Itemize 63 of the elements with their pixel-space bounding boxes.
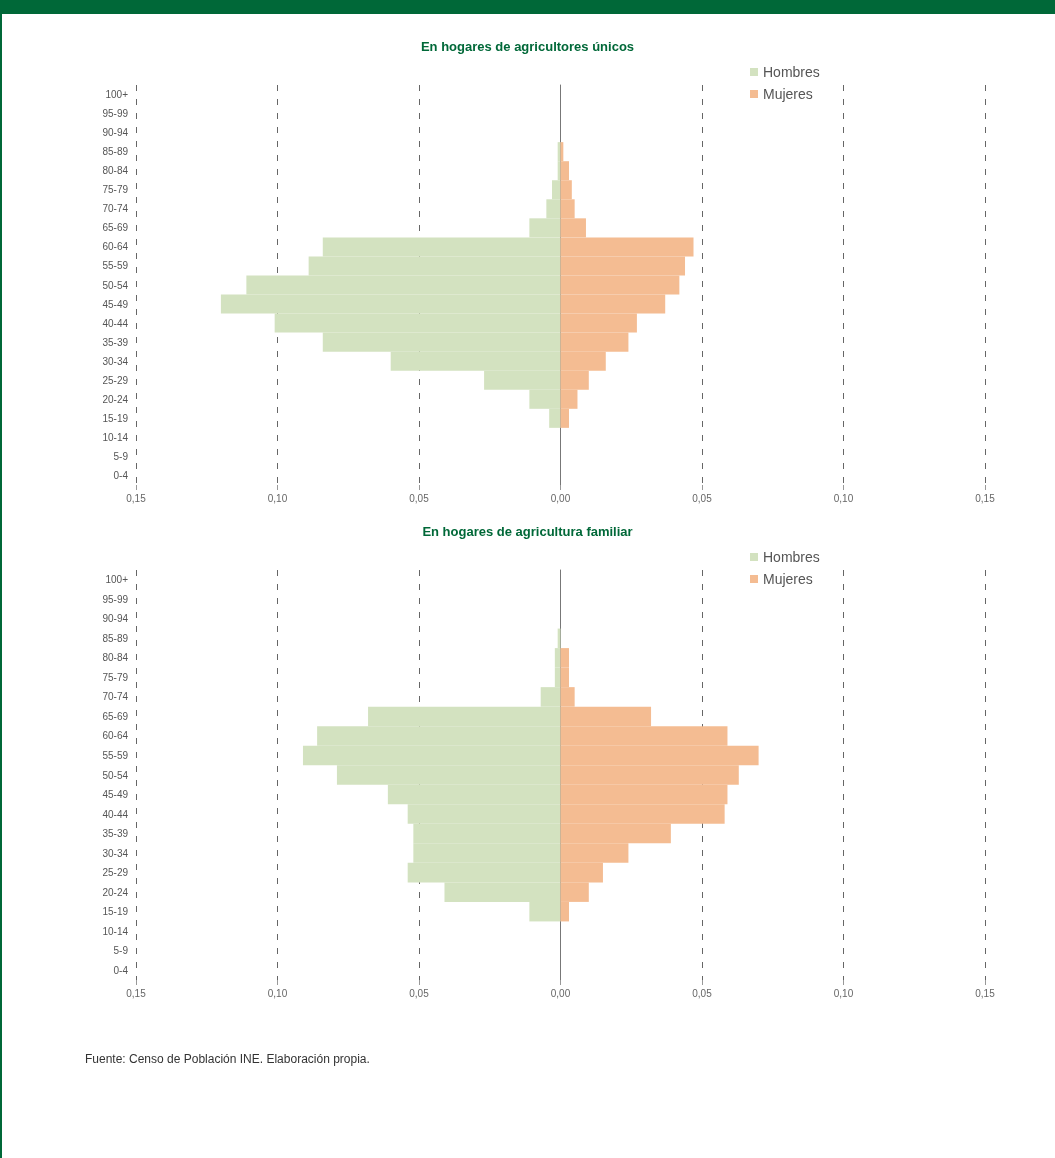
y-tick-label: 75-79 [102, 184, 129, 196]
y-tick-label: 50-54 [102, 769, 129, 781]
y-tick-label: 35-39 [102, 336, 129, 348]
chart-title: En hogares de agricultura familiar [422, 524, 633, 539]
y-tick-label: 15-19 [102, 906, 129, 918]
y-tick-label: 45-49 [102, 789, 129, 801]
y-tick-label: 20-24 [102, 393, 129, 405]
legend-label: Hombres [763, 549, 820, 565]
y-tick-label: 90-94 [102, 613, 129, 625]
x-tick-label: 0,00 [550, 492, 571, 504]
x-tick-label: 0,10 [267, 987, 288, 999]
x-tick-label: 0,15 [975, 987, 996, 999]
x-tick-label: 0,00 [550, 987, 571, 999]
x-tick-label: 0,05 [692, 987, 713, 999]
y-tick-label: 75-79 [102, 671, 129, 683]
legend-label: Mujeres [763, 86, 813, 102]
y-tick-label: 95-99 [102, 108, 129, 120]
y-tick-label: 55-59 [102, 749, 129, 761]
x-tick-label: 0,10 [833, 492, 854, 504]
y-tick-label: 25-29 [102, 867, 129, 879]
y-tick-label: 95-99 [102, 593, 129, 605]
y-tick-label: 25-29 [102, 374, 129, 386]
y-tick-label: 100+ [105, 574, 129, 586]
y-tick-label: 65-69 [102, 710, 129, 722]
y-tick-label: 15-19 [102, 412, 129, 424]
y-tick-label: 70-74 [102, 691, 129, 703]
y-tick-label: 50-54 [102, 279, 129, 291]
x-tick-label: 0,05 [409, 987, 430, 999]
legend-label: Mujeres [763, 571, 813, 587]
y-tick-label: 40-44 [102, 317, 129, 329]
y-tick-label: 55-59 [102, 260, 129, 272]
y-tick-label: 30-34 [102, 847, 129, 859]
x-tick-label: 0,05 [692, 492, 713, 504]
y-tick-label: 30-34 [102, 355, 129, 367]
y-tick-label: 85-89 [102, 146, 129, 158]
y-tick-label: 35-39 [102, 828, 129, 840]
y-tick-label: 10-14 [102, 925, 129, 937]
y-tick-label: 20-24 [102, 886, 129, 898]
y-tick-label: 80-84 [102, 652, 129, 664]
x-tick-label: 0,15 [126, 987, 147, 999]
y-tick-label: 40-44 [102, 808, 129, 820]
y-tick-label: 65-69 [102, 222, 129, 234]
chart-title: En hogares de agricultores únicos [420, 39, 635, 54]
y-tick-label: 60-64 [102, 730, 129, 742]
y-tick-label: 80-84 [102, 165, 129, 177]
x-tick-label: 0,10 [267, 492, 288, 504]
y-tick-label: 70-74 [102, 203, 129, 215]
x-tick-label: 0,05 [409, 492, 430, 504]
x-tick-label: 0,10 [833, 987, 854, 999]
y-tick-label: 5-9 [113, 450, 129, 462]
y-tick-label: 45-49 [102, 298, 129, 310]
y-tick-label: 100+ [105, 89, 129, 101]
legend-label: Hombres [763, 64, 820, 80]
x-tick-label: 0,15 [975, 492, 996, 504]
y-tick-label: 5-9 [113, 945, 129, 957]
y-tick-label: 10-14 [102, 431, 129, 443]
y-tick-label: 85-89 [102, 632, 129, 644]
y-tick-label: 60-64 [102, 241, 129, 253]
x-tick-label: 0,15 [126, 492, 147, 504]
y-tick-label: 0-4 [113, 469, 129, 481]
source-note: Fuente: Censo de Población INE. Elaboración propia. [85, 1052, 370, 1066]
y-tick-label: 90-94 [102, 127, 129, 139]
y-tick-label: 0-4 [113, 964, 129, 976]
